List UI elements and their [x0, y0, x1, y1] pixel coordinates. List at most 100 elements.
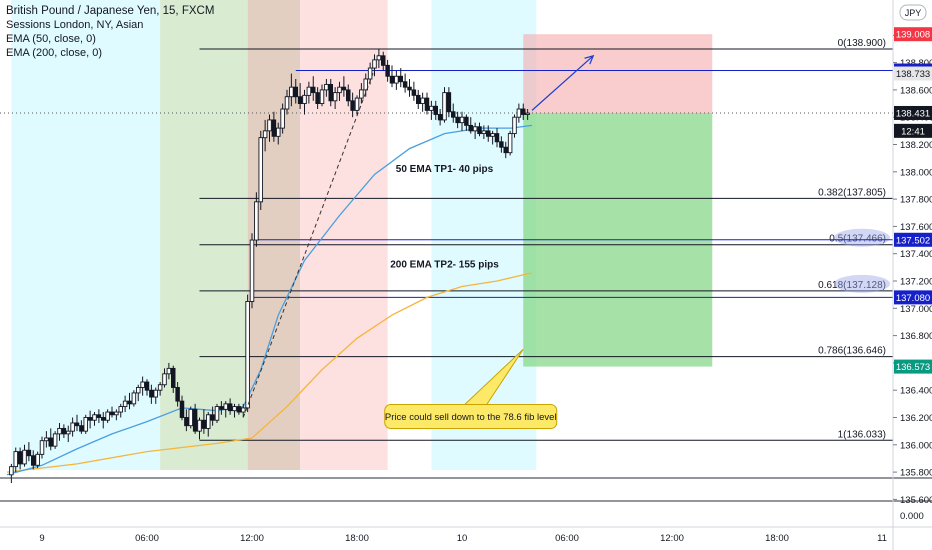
indicator-ema50[interactable]: EMA (50, close, 0): [6, 33, 96, 45]
candle-body-108: [481, 130, 487, 135]
y-tick-label-16: 135.800: [900, 468, 932, 479]
candle-body-48: [219, 406, 224, 410]
candle-41: [188, 406, 193, 429]
candle-body-114: [507, 133, 513, 154]
candle-6: [35, 451, 40, 469]
candle-29: [135, 384, 141, 402]
indicator-ema200[interactable]: EMA (200, close, 0): [6, 47, 102, 59]
candle-body-46: [210, 414, 215, 421]
position-zone[interactable]: [523, 34, 713, 367]
price-label-text-0: 139.008: [896, 30, 930, 41]
candle-body-105: [468, 124, 474, 132]
candle-body-57: [258, 137, 264, 203]
annotations[interactable]: 50 EMA TP1- 40 pips 200 EMA TP2- 155 pips…: [384, 164, 558, 429]
candle-51: [232, 403, 237, 418]
candle-body-51: [232, 406, 237, 412]
candle-40: [184, 409, 189, 432]
candle-body-104: [464, 116, 469, 126]
candle-100: [446, 87, 452, 118]
candle-90: [402, 73, 408, 93]
horizontal-price-lines[interactable]: [0, 70, 893, 298]
candle-body-16: [79, 425, 84, 432]
candle-body-28: [131, 392, 137, 405]
ema200-line: [6, 272, 533, 473]
candle-body-59: [267, 119, 272, 132]
candle-body-66: [297, 96, 303, 104]
fib-label-1: 0.382(137.805): [818, 187, 886, 198]
candle-body-53: [240, 407, 246, 413]
fib-label-2: 0.5(137.466): [829, 234, 886, 245]
fib-label-3: 0.618(137.128): [818, 280, 886, 291]
ema-lines: [6, 124, 533, 476]
candle-27: [127, 392, 132, 410]
time-axis[interactable]: 9 06:00 12:00 18:00 10 06:00 12:00 18:00 11: [0, 526, 932, 544]
candle-body-55: [249, 239, 255, 302]
price-label-box-2: [894, 66, 932, 81]
candle-body-60: [271, 119, 277, 137]
candle-body-6: [35, 453, 40, 466]
candle-body-115: [512, 116, 517, 135]
candle-body-31: [144, 381, 150, 391]
session-london-1: [160, 0, 248, 470]
candle-108: [481, 125, 487, 140]
candle-57: [258, 130, 264, 211]
candle-body-9: [48, 437, 54, 447]
candle-65: [293, 78, 299, 104]
x-tick-label-8: 11: [877, 533, 887, 544]
candle-body-79: [354, 97, 360, 111]
price-label-box-4: [894, 123, 932, 138]
candle-body-37: [170, 367, 176, 388]
candle-body-30: [140, 381, 145, 388]
x-tick-label-3: 18:00: [345, 533, 369, 544]
candle-38: [175, 382, 180, 407]
y-tick-label-5: 138.000: [900, 167, 932, 178]
candle-body-20: [96, 414, 102, 418]
candle-body-41: [188, 408, 193, 427]
candle-24: [114, 409, 119, 421]
fibonacci-retracement[interactable]: 0(138.900) 0.382(137.805) 0.5(137.466) 0.61…: [199, 38, 894, 441]
candle-43: [197, 417, 202, 440]
candle-body-65: [293, 86, 299, 98]
candle-72: [324, 78, 329, 97]
candle-64: [289, 73, 294, 107]
candle-body-67: [302, 94, 307, 105]
candle-115: [512, 114, 517, 138]
candle-body-35: [162, 373, 167, 386]
candle-body-94: [420, 97, 425, 104]
candle-body-89: [398, 75, 404, 83]
candle-93: [416, 89, 421, 110]
fib-label-0: 0(138.900): [838, 38, 886, 49]
candle-body-74: [332, 92, 338, 102]
candle-8: [44, 431, 49, 448]
candle-67: [302, 89, 307, 115]
candle-60: [271, 111, 277, 142]
chart-legend: British Pound / Japanese Yen, 15, FXCM S…: [6, 4, 214, 60]
candle-body-99: [442, 92, 447, 121]
candle-body-102: [455, 116, 460, 124]
candle-114: [507, 130, 513, 156]
candle-body-112: [499, 141, 504, 148]
candle-13: [65, 425, 71, 443]
candle-4: [26, 442, 32, 462]
candle-body-44: [201, 419, 207, 429]
candle-39: [179, 395, 185, 421]
price-label-text-4: 12:41: [901, 126, 925, 137]
y-tick-label-6: 137.800: [900, 195, 932, 206]
candle-26: [122, 395, 128, 413]
candle-body-117: [521, 108, 526, 115]
indicator-sessions[interactable]: Sessions London, NY, Asian: [6, 19, 144, 31]
sub-pane-label: 0.000: [900, 511, 924, 522]
candle-99: [442, 87, 447, 123]
candle-68: [306, 81, 312, 104]
candle-body-98: [437, 114, 443, 121]
price-label-text-5: 137.502: [896, 235, 930, 246]
candle-66: [297, 83, 303, 110]
candle-body-88: [394, 75, 399, 84]
candle-body-40: [184, 417, 189, 427]
candle-body-47: [214, 406, 220, 421]
candle-49: [223, 401, 228, 418]
drawings[interactable]: [242, 54, 595, 418]
